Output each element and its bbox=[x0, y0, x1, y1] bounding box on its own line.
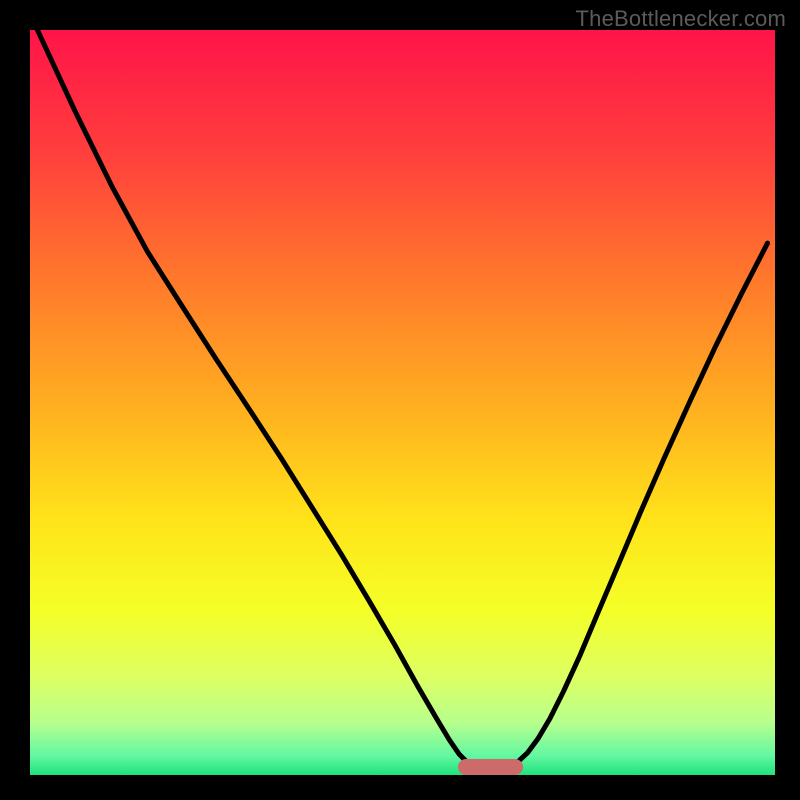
bottleneck-curve bbox=[37, 30, 767, 770]
plot-area bbox=[30, 30, 775, 775]
watermark-text: TheBottlenecker.com bbox=[576, 6, 786, 32]
chart-container: TheBottlenecker.com bbox=[0, 0, 800, 800]
curve-svg bbox=[30, 30, 775, 775]
bottom-marker bbox=[458, 759, 524, 775]
